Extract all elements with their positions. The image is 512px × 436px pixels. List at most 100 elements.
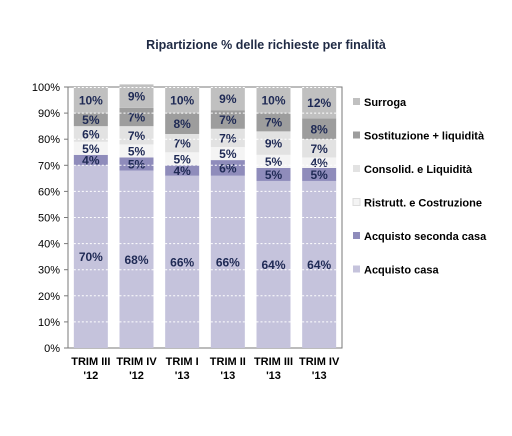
bar-segment <box>119 144 154 158</box>
bar-segment <box>210 110 245 129</box>
legend-swatch <box>353 131 360 139</box>
legend-label: Consolid. e Liquidità <box>364 164 473 176</box>
chart-title: Ripartizione % delle richieste per final… <box>146 38 386 52</box>
bar-segment <box>302 118 337 140</box>
data-label: 7% <box>219 131 237 145</box>
x-category-label: TRIM I <box>166 356 199 368</box>
x-category-label: TRIM III <box>254 356 293 368</box>
data-label: 10% <box>79 94 103 108</box>
data-label: 7% <box>128 129 146 143</box>
x-category-label: '13 <box>266 370 281 382</box>
x-category-label: TRIM IV <box>299 356 340 368</box>
bar-segment <box>165 87 200 114</box>
data-label: 7% <box>219 113 237 127</box>
legend-swatch <box>353 165 360 172</box>
bar-segment <box>256 167 291 181</box>
x-category-label: TRIM IV <box>116 356 157 368</box>
bar-segment <box>73 87 108 114</box>
data-label: 4% <box>310 156 328 170</box>
bar-segment <box>256 154 291 168</box>
legend-swatch <box>353 98 360 105</box>
data-label: 5% <box>128 144 146 158</box>
bar-segment <box>210 160 245 176</box>
data-label: 6% <box>219 161 237 175</box>
data-label: 7% <box>128 111 146 125</box>
x-category-label: TRIM II <box>210 356 246 368</box>
data-label: 64% <box>307 258 331 272</box>
bar-segment <box>302 180 337 348</box>
x-category-label: TRIM III <box>71 356 110 368</box>
legend-label: Ristrutt. e Costruzione <box>364 198 482 210</box>
y-tick-label: 40% <box>38 239 60 251</box>
bar-segment <box>119 126 154 145</box>
y-tick-label: 30% <box>38 265 60 277</box>
data-label: 5% <box>265 155 283 169</box>
bar-segment <box>165 165 200 176</box>
data-label: 5% <box>82 142 100 156</box>
data-label: 64% <box>261 258 285 272</box>
data-label: 4% <box>82 154 100 168</box>
data-label: 4% <box>173 164 191 178</box>
data-label: 7% <box>173 137 191 151</box>
x-category-label: '13 <box>220 370 235 382</box>
data-label: 7% <box>310 142 328 156</box>
y-tick-label: 0% <box>44 343 60 355</box>
data-label: 7% <box>265 116 283 130</box>
x-category-label: '12 <box>129 370 144 382</box>
data-label: 5% <box>265 168 283 182</box>
bar-segment <box>73 165 108 348</box>
legend-swatch <box>352 198 361 206</box>
bar-segment <box>302 167 337 181</box>
y-tick-label: 60% <box>38 186 60 198</box>
bar-segment <box>256 131 291 155</box>
bar-segment <box>165 175 200 348</box>
x-category-label: '13 <box>175 370 190 382</box>
bar-segment <box>73 141 108 155</box>
data-label: 5% <box>82 113 100 127</box>
bar-segment <box>73 113 108 127</box>
bar-segment <box>210 128 245 148</box>
bar-segment <box>256 180 291 348</box>
data-label: 10% <box>170 94 194 108</box>
bar-segment <box>165 113 200 134</box>
bar-segment <box>165 133 200 153</box>
bar-segment <box>302 157 337 168</box>
y-tick-label: 20% <box>38 291 60 303</box>
bar-segment <box>119 107 154 127</box>
y-tick-label: 80% <box>38 134 60 146</box>
data-label: 68% <box>124 253 148 267</box>
data-label: 9% <box>219 92 237 106</box>
data-label: 12% <box>307 96 331 110</box>
bar-segment <box>165 152 200 166</box>
data-label: 8% <box>173 117 191 131</box>
x-category-label: '12 <box>83 370 98 382</box>
data-label: 5% <box>310 168 328 182</box>
data-label: 10% <box>261 94 285 108</box>
y-tick-label: 10% <box>38 317 60 329</box>
legend-label: Acquisto casa <box>364 265 439 277</box>
bar-segment <box>73 154 108 166</box>
legend-label: Acquisto seconda casa <box>364 231 487 243</box>
plot-area: 0%10%20%30%40%50%60%70%80%90%100%70%4%5%… <box>32 82 343 382</box>
bar-segment <box>119 170 154 348</box>
data-label: 66% <box>170 255 194 269</box>
x-category-label: '13 <box>312 370 327 382</box>
bar-segment <box>256 113 291 132</box>
data-label: 5% <box>219 147 237 161</box>
data-label: 5% <box>173 152 191 166</box>
bar-segment <box>210 175 245 348</box>
data-label: 5% <box>128 157 146 171</box>
bar-segment <box>210 87 245 111</box>
legend-swatch <box>353 232 360 239</box>
data-label: 70% <box>79 250 103 264</box>
y-tick-label: 90% <box>38 108 60 120</box>
data-label: 8% <box>310 122 328 136</box>
legend: Surroga Sostituzione + liquidità Consolid.… <box>352 97 487 277</box>
legend-label: Sostituzione + liquidità <box>364 131 485 143</box>
bar-segment <box>73 126 108 142</box>
bar-segment <box>210 147 245 161</box>
bar-segment <box>256 87 291 114</box>
bar-segment <box>119 84 154 108</box>
